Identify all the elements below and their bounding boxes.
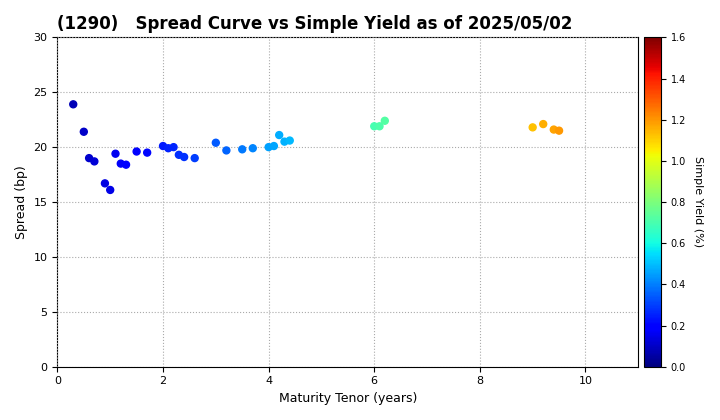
Point xyxy=(537,121,549,127)
Point xyxy=(120,161,132,168)
Point xyxy=(78,129,89,135)
Point xyxy=(173,152,184,158)
Point xyxy=(220,147,232,154)
Point xyxy=(279,138,290,145)
Y-axis label: Spread (bp): Spread (bp) xyxy=(15,165,28,239)
Point xyxy=(379,118,390,124)
Point xyxy=(141,149,153,156)
Point xyxy=(109,150,121,157)
Point xyxy=(553,127,564,134)
Y-axis label: Simple Yield (%): Simple Yield (%) xyxy=(693,157,703,248)
Text: (1290)   Spread Curve vs Simple Yield as of 2025/05/02: (1290) Spread Curve vs Simple Yield as o… xyxy=(58,15,573,33)
Point xyxy=(548,126,559,133)
Point xyxy=(527,124,539,131)
Point xyxy=(236,146,248,153)
Point xyxy=(374,123,385,130)
Point xyxy=(157,143,168,150)
Point xyxy=(84,155,95,161)
Point xyxy=(210,139,222,146)
Point xyxy=(99,180,111,187)
X-axis label: Maturity Tenor (years): Maturity Tenor (years) xyxy=(279,392,417,405)
Point xyxy=(263,144,274,150)
Point xyxy=(104,186,116,193)
Point xyxy=(284,137,295,144)
Point xyxy=(189,155,200,161)
Point xyxy=(369,123,380,130)
Point xyxy=(274,132,285,139)
Point xyxy=(247,145,258,152)
Point xyxy=(89,158,100,165)
Point xyxy=(131,148,143,155)
Point xyxy=(179,154,190,160)
Point xyxy=(163,145,174,152)
Point xyxy=(168,144,179,150)
Point xyxy=(68,101,79,108)
Point xyxy=(115,160,127,167)
Point xyxy=(268,143,279,150)
